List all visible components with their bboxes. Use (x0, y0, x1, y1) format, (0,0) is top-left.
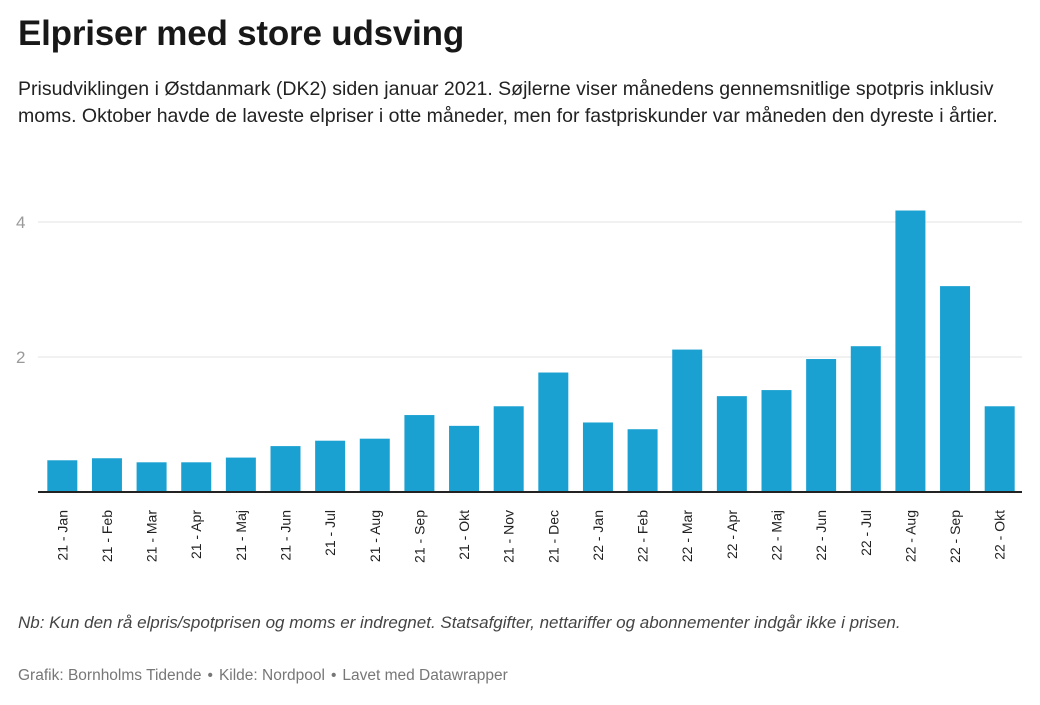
x-tick-labels: 21 - Jan 21 - Feb 21 - Mar 21 - Apr 21 - Maj… (54, 510, 1007, 563)
separator: • (207, 667, 213, 684)
bar (806, 359, 837, 492)
x-tick-label: 21 - Nov (501, 510, 517, 563)
y-tick-label: 4 (16, 213, 25, 232)
x-tick-label: 22 - Jul (858, 510, 874, 556)
bar (315, 440, 346, 492)
x-tick-label: 22 - Jun (813, 510, 829, 561)
tool-text: Lavet med Datawrapper (342, 667, 508, 684)
bar (984, 406, 1015, 492)
bar (270, 446, 301, 492)
bar (449, 425, 480, 492)
bar (761, 390, 792, 492)
x-tick-label: 21 - Aug (367, 510, 383, 562)
bar (716, 396, 747, 492)
x-tick-label: 21 - Feb (99, 510, 115, 562)
bar (672, 349, 703, 492)
x-tick-label: 21 - Okt (456, 510, 472, 560)
bar (627, 429, 658, 492)
bar (225, 457, 256, 492)
bar (404, 415, 435, 492)
separator: • (330, 667, 337, 684)
x-tick-label: 21 - Apr (188, 510, 204, 559)
chart-title: Elpriser med store udsving (18, 14, 465, 53)
bar (940, 286, 971, 492)
bar (136, 462, 167, 492)
grid-lines: 24 (16, 213, 1022, 367)
bar-chart: 24 21 - Jan 21 - Feb 21 - Mar 21 - Apr 21 - … (16, 210, 1022, 563)
credits-footer: Grafik: Bornholms Tidende • Kilde: Nordpoo… (18, 667, 508, 685)
bar (91, 458, 122, 492)
bar (493, 406, 524, 492)
x-tick-label: 21 - Jun (278, 510, 294, 561)
bar (538, 372, 569, 492)
x-tick-label: 21 - Dec (545, 510, 561, 563)
credit-text: Grafik: Bornholms Tidende (18, 667, 202, 684)
bar (359, 438, 390, 492)
bar (850, 346, 881, 492)
x-tick-label: 22 - Sep (947, 510, 963, 563)
x-tick-label: 21 - Mar (144, 510, 160, 562)
footnote: Nb: Kun den rå elpris/spotprisen og moms… (18, 613, 901, 632)
x-tick-label: 22 - Jan (590, 510, 606, 561)
x-tick-label: 22 - Aug (902, 510, 918, 562)
x-tick-label: 21 - Jan (54, 510, 70, 561)
bar (582, 422, 613, 492)
x-tick-label: 21 - Jul (322, 510, 338, 556)
bar (47, 460, 78, 492)
y-tick-label: 2 (16, 348, 25, 367)
bar (181, 462, 212, 492)
x-tick-label: 22 - Apr (724, 510, 740, 559)
x-tick-label: 22 - Okt (992, 510, 1008, 560)
x-tick-label: 21 - Maj (233, 510, 249, 561)
x-tick-label: 22 - Maj (769, 510, 785, 561)
source-text: Kilde: Nordpool (218, 667, 325, 684)
bar (895, 210, 926, 492)
x-tick-label: 22 - Mar (679, 510, 695, 562)
chart-subtitle: Prisudviklingen i Østdanmark (DK2) siden… (18, 78, 998, 127)
x-tick-label: 21 - Sep (411, 510, 427, 563)
x-tick-label: 22 - Feb (635, 510, 651, 562)
bars (47, 210, 1015, 492)
